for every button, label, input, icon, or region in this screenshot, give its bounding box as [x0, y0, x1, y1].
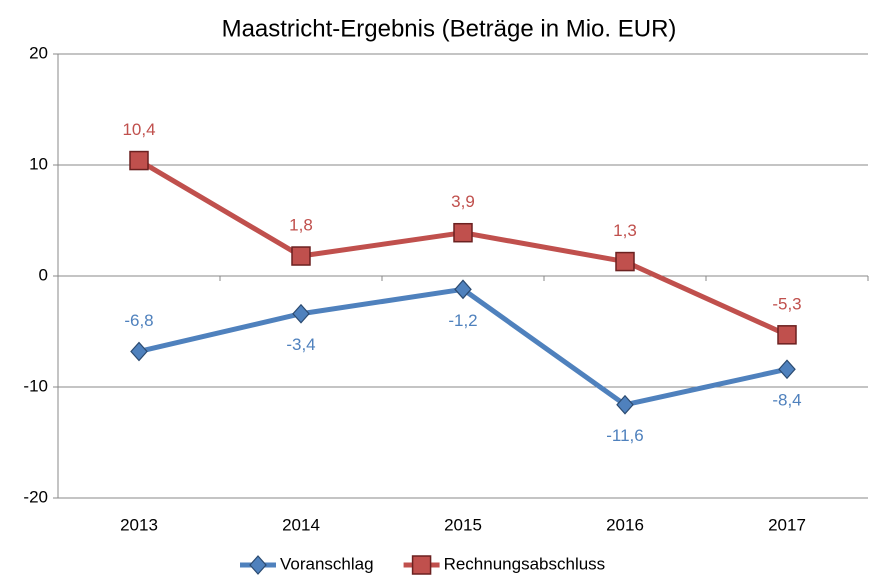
x-tick-label: 2016	[606, 515, 644, 534]
x-tick-label: 2014	[282, 515, 320, 534]
marker	[249, 555, 267, 575]
data-label: -3,4	[286, 335, 315, 354]
x-tick-label: 2015	[444, 515, 482, 534]
marker	[130, 341, 148, 362]
data-label: -1,2	[448, 311, 477, 330]
chart-title: Maastricht-Ergebnis (Beträge in Mio. EUR…	[222, 15, 677, 42]
data-label: 1,3	[613, 221, 637, 240]
marks-layer	[129, 150, 797, 415]
legend-label: Rechnungsabschluss	[444, 554, 606, 573]
x-tick-label: 2013	[120, 515, 158, 534]
marker	[454, 279, 472, 300]
y-tick-label: 10	[29, 154, 48, 173]
data-label: 3,9	[451, 192, 475, 211]
grid-layer	[53, 53, 869, 499]
marker	[453, 222, 473, 243]
marker	[778, 359, 796, 380]
marker	[129, 150, 149, 171]
marker	[291, 246, 311, 266]
data-label: 1,8	[289, 216, 313, 235]
marker	[777, 325, 797, 345]
y-tick-label: 20	[29, 43, 48, 62]
data-label: -11,6	[606, 426, 644, 445]
y-tick-label: -10	[23, 376, 48, 395]
marker	[292, 303, 310, 324]
data-label: 10,4	[122, 120, 155, 139]
y-tick-label: -20	[23, 487, 48, 506]
x-tick-label: 2017	[768, 515, 806, 534]
y-tick-label: 0	[39, 265, 48, 284]
data-label: -8,4	[772, 391, 801, 410]
marker	[616, 394, 634, 415]
data-label: -6,8	[124, 311, 153, 330]
series-line	[137, 158, 789, 338]
legend-label: Voranschlag	[280, 554, 374, 573]
marker	[411, 555, 432, 575]
data-label: -5,3	[772, 294, 801, 313]
marker	[615, 251, 635, 272]
